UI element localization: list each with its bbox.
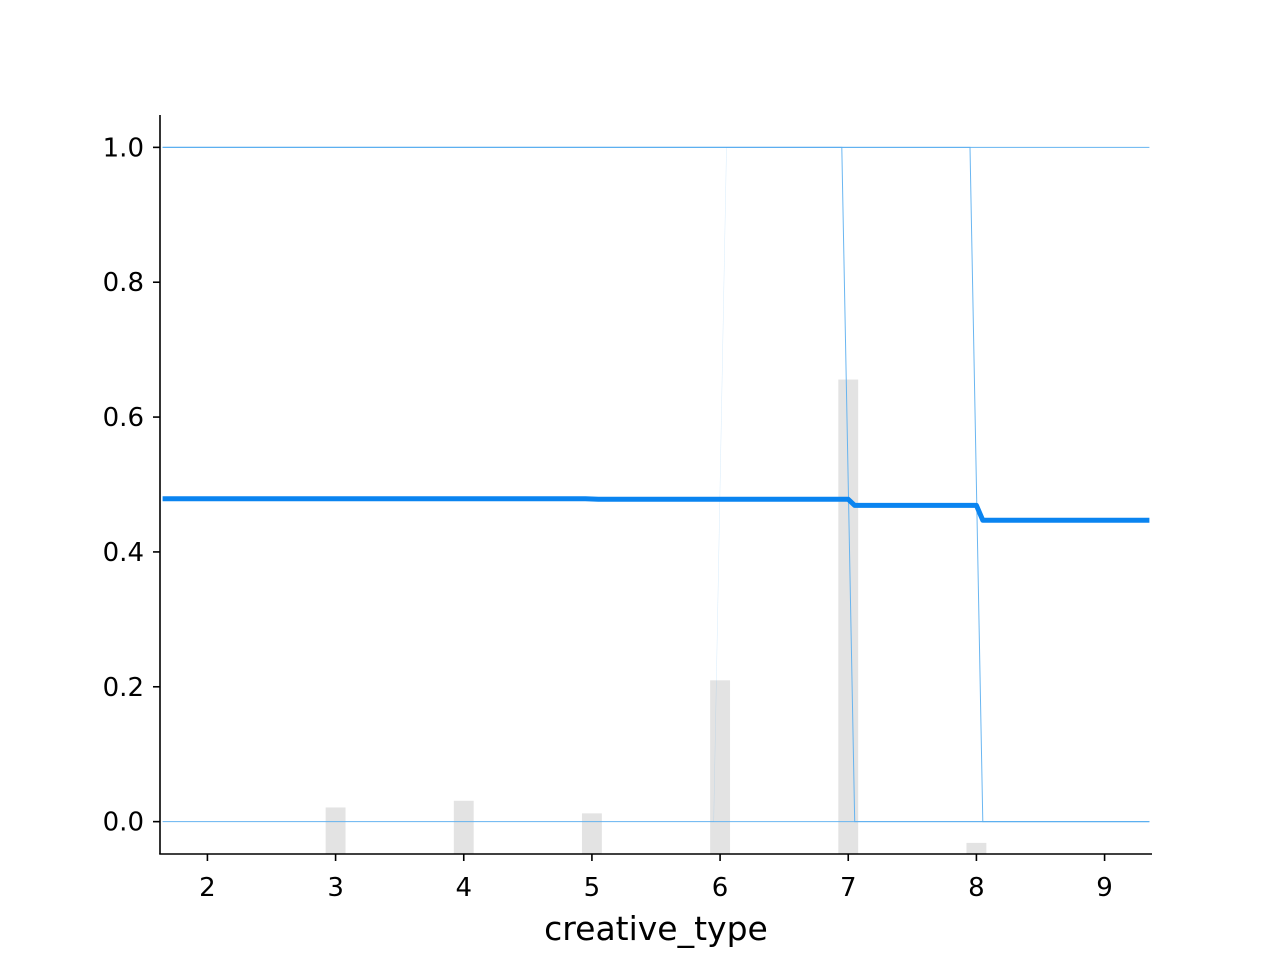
y-ticks: 0.0 0.2 0.4 0.6 0.8 1.0 (103, 133, 160, 838)
distribution-bar (453, 800, 474, 854)
y-tick-label: 1.0 (103, 133, 144, 163)
y-tick-label: 0.0 (103, 808, 144, 838)
x-tick-label: 4 (455, 873, 472, 903)
distribution-bar (966, 842, 987, 854)
y-tick-label: 0.4 (103, 538, 144, 568)
x-tick-label: 5 (584, 873, 601, 903)
individual-line (162, 146, 1150, 823)
y-tick-label: 0.8 (103, 268, 144, 298)
x-tick-label: 6 (712, 873, 729, 903)
individual-line (162, 146, 1150, 823)
x-tick-label: 8 (968, 873, 985, 903)
distribution-bar (581, 813, 602, 854)
individual-line (162, 147, 1150, 822)
x-tick-label: 7 (840, 873, 857, 903)
distribution-bar (838, 379, 859, 854)
y-tick-label: 0.2 (103, 673, 144, 703)
distribution-bars (325, 379, 987, 854)
x-ticks: 2 3 4 5 6 7 8 9 (199, 854, 1113, 903)
x-axis-label: creative_type (544, 909, 768, 948)
average-line-group (162, 496, 1150, 523)
x-tick-label: 3 (327, 873, 344, 903)
x-tick-label: 2 (199, 873, 216, 903)
distribution-bar (325, 807, 346, 854)
distribution-bar (710, 680, 731, 854)
y-tick-label: 0.6 (103, 403, 144, 433)
average-line (162, 496, 1150, 523)
axes (159, 115, 1152, 855)
individual-lines (162, 146, 1150, 823)
x-tick-label: 9 (1096, 873, 1113, 903)
